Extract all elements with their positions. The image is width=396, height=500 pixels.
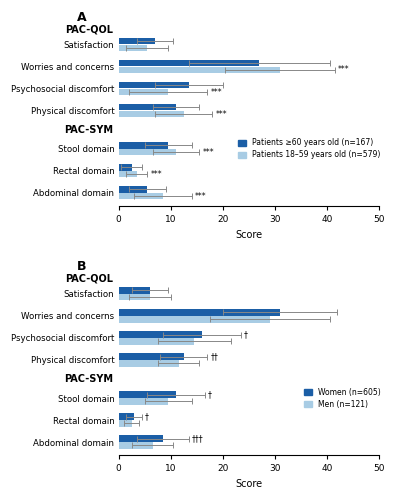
Text: †: † [145, 412, 149, 421]
Bar [119, 142, 168, 148]
Text: B: B [77, 260, 86, 273]
Bar [119, 436, 163, 442]
Bar [119, 186, 147, 192]
Text: ***: *** [195, 192, 206, 200]
Bar [119, 316, 270, 322]
Text: †††: ††† [192, 434, 204, 443]
Text: ***: *** [150, 170, 162, 178]
Bar [119, 392, 176, 398]
Bar [119, 420, 132, 426]
Bar [119, 287, 150, 294]
Bar [119, 310, 280, 316]
X-axis label: Score: Score [235, 479, 263, 489]
Bar [119, 332, 202, 338]
Bar [119, 104, 176, 110]
Bar [119, 442, 152, 448]
Bar [119, 82, 189, 88]
Legend: Women (n=605), Men (n=121): Women (n=605), Men (n=121) [304, 388, 381, 409]
Text: †: † [208, 390, 211, 399]
Text: †: † [244, 330, 248, 339]
Bar [119, 111, 184, 117]
Bar [119, 164, 132, 170]
Text: PAC-QOL: PAC-QOL [65, 24, 113, 34]
Text: PAC-SYM: PAC-SYM [65, 124, 113, 134]
Text: ††: †† [210, 352, 218, 361]
Text: ***: *** [215, 110, 227, 118]
Legend: Patients ≥60 years old (n=167), Patients 18–59 years old (n=579): Patients ≥60 years old (n=167), Patients… [238, 138, 381, 160]
Text: ***: *** [338, 66, 350, 74]
Text: A: A [77, 10, 87, 24]
Bar [119, 67, 280, 73]
Text: PAC-QOL: PAC-QOL [65, 274, 113, 283]
Bar [119, 360, 179, 366]
Bar [119, 149, 176, 156]
Bar [119, 45, 147, 51]
Bar [119, 60, 259, 66]
Bar [119, 398, 168, 404]
Bar [119, 171, 137, 177]
Bar [119, 338, 194, 344]
Text: ***: *** [202, 148, 214, 156]
Text: ***: *** [210, 88, 222, 96]
Bar [119, 89, 168, 95]
Bar [119, 193, 163, 200]
Bar [119, 38, 155, 44]
Text: PAC-SYM: PAC-SYM [65, 374, 113, 384]
Bar [119, 294, 150, 300]
Bar [119, 354, 184, 360]
X-axis label: Score: Score [235, 230, 263, 239]
Bar [119, 414, 134, 420]
